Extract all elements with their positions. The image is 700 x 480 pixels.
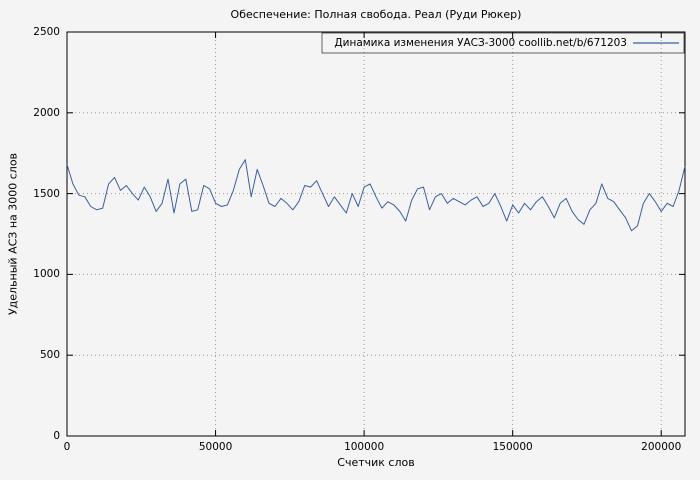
series-line [66, 159, 686, 232]
y-axis-label: Удельный АСЗ на 3000 слов [6, 152, 20, 316]
legend-label: Динамика изменения УАСЗ-3000 coollib.net… [334, 37, 627, 49]
plot-border [66, 31, 686, 437]
legend-box [321, 32, 685, 54]
chart-title: Обеспечение: Полная свобода. Реал (Руди … [230, 8, 522, 21]
x-axis-label: Счетчик слов [337, 456, 415, 469]
